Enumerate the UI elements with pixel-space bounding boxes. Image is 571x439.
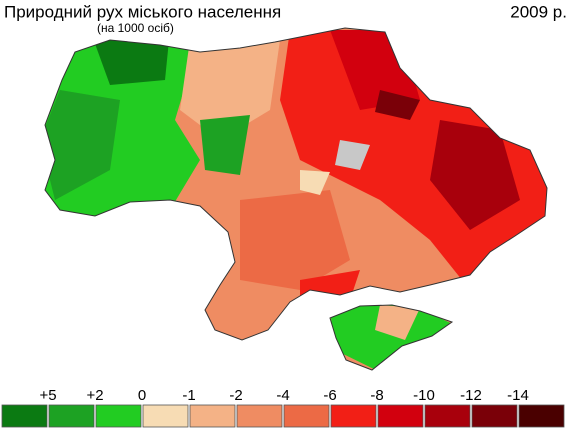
legend-swatch <box>283 404 330 428</box>
legend-label: +5 <box>39 387 56 404</box>
region <box>180 40 280 140</box>
legend-swatch <box>48 404 95 428</box>
legend-label: -4 <box>276 387 289 404</box>
legend-label: -14 <box>507 387 529 404</box>
legend-swatch <box>471 404 518 428</box>
region <box>330 300 455 370</box>
legend-swatch <box>142 404 189 428</box>
region <box>335 140 370 170</box>
legend-label: 0 <box>138 387 146 404</box>
region <box>240 190 350 290</box>
legend-swatch <box>518 404 565 428</box>
map-title: Природний рух міського населення <box>4 2 281 21</box>
map-year: 2009 р. <box>510 2 567 21</box>
legend-swatch <box>1 404 48 428</box>
legend-swatch <box>236 404 283 428</box>
legend-label: +2 <box>86 387 103 404</box>
region <box>200 115 250 175</box>
legend: +5 +2 0 -1 -2 -4 -6 -8 -10 -12 -14 <box>1 387 565 428</box>
legend-label: -6 <box>323 387 336 404</box>
legend-label: -8 <box>370 387 383 404</box>
legend-swatch <box>330 404 377 428</box>
region <box>300 170 330 195</box>
legend-label: -10 <box>413 387 435 404</box>
legend-swatch <box>95 404 142 428</box>
region <box>430 120 520 230</box>
map-outline <box>44 27 548 371</box>
region <box>375 90 420 120</box>
legend-swatch <box>377 404 424 428</box>
region <box>45 90 120 200</box>
legend-label: -2 <box>229 387 242 404</box>
legend-label: -1 <box>182 387 195 404</box>
legend-swatch <box>189 404 236 428</box>
legend-swatch <box>424 404 471 428</box>
map-subtitle: (на 1000 осіб) <box>97 21 174 35</box>
legend-label: -12 <box>460 387 482 404</box>
region <box>375 305 420 340</box>
